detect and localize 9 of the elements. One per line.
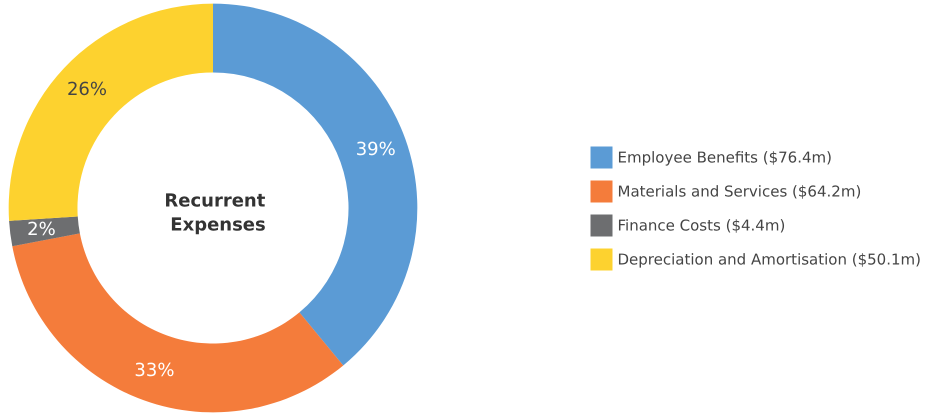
legend-label: Depreciation and Amortisation ($50.1m) — [618, 250, 922, 268]
data-label: 33% — [134, 360, 174, 382]
data-label: 26% — [66, 79, 107, 100]
legend-label: Employee Benefits ($76.4m) — [618, 148, 832, 166]
data-label: 39% — [356, 138, 396, 160]
text: Recurrent Expenses — [164, 190, 272, 236]
data-label: 2% — [27, 219, 56, 240]
legend-label: Materials and Services ($64.2m) — [618, 182, 862, 200]
legend-label: Finance Costs ($4.4m) — [618, 216, 786, 234]
